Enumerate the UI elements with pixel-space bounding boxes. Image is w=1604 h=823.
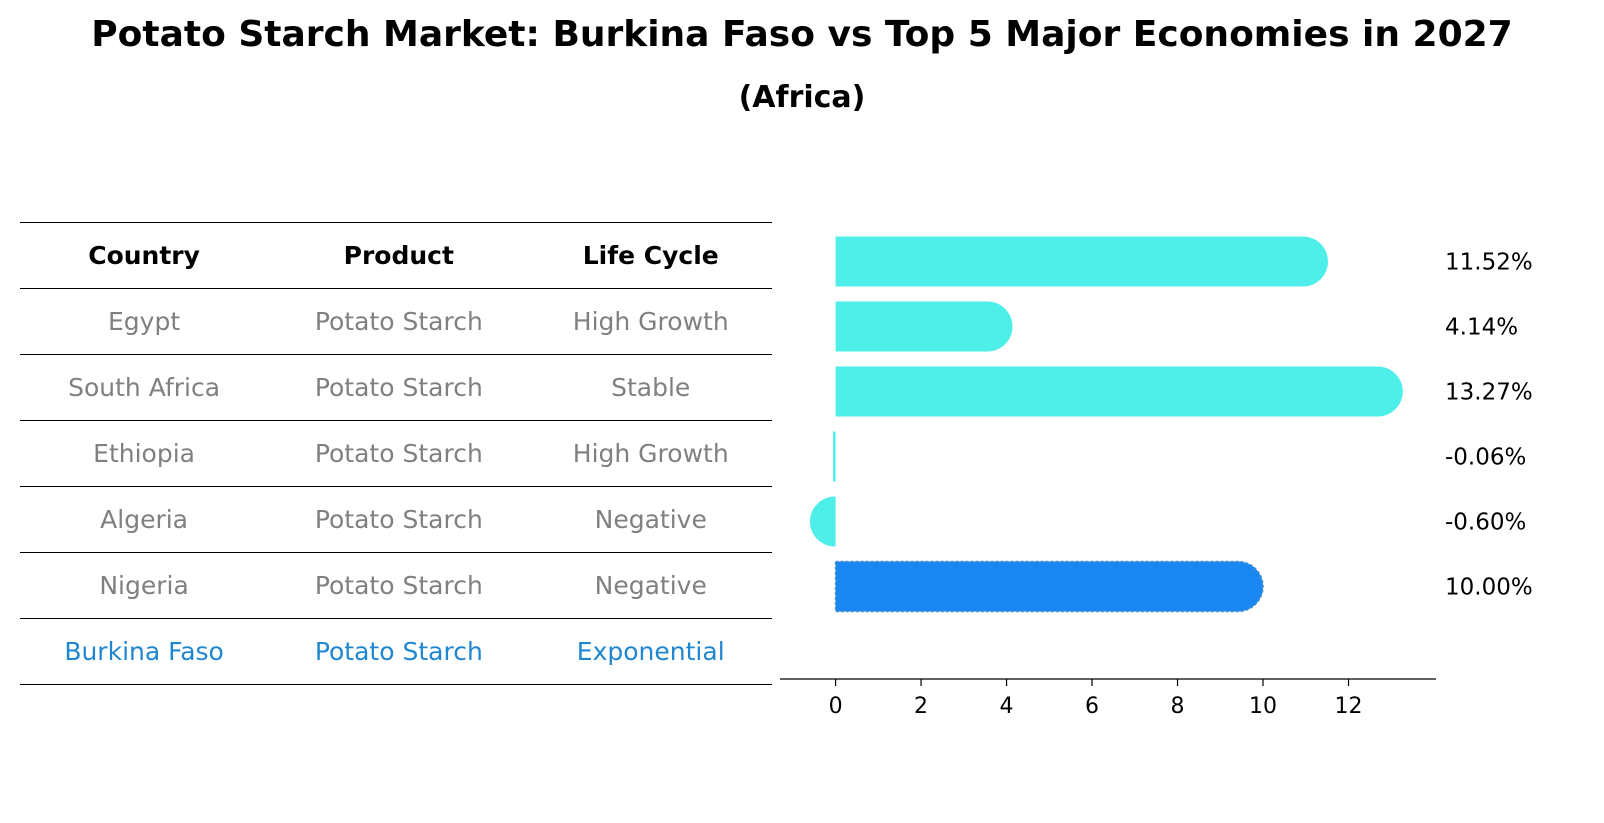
chart-title: Potato Starch Market: Burkina Faso vs To… xyxy=(91,14,1513,55)
cell-country: Egypt xyxy=(20,288,269,355)
table-row-highlighted: Burkina Faso Potato Starch Exponential xyxy=(20,618,772,685)
x-tick-label: 2 xyxy=(914,694,928,719)
cell-country: Algeria xyxy=(20,486,269,553)
cell-life-cycle: Negative xyxy=(529,552,772,619)
x-tick-label: 12 xyxy=(1335,694,1363,719)
header-country: Country xyxy=(20,222,269,289)
bar-chart: 11.52% 4.14% 13.27% -0.06% -0.60% 10.00% 0 2 4 6 8… xyxy=(780,236,1533,719)
chart-subtitle: (Africa) xyxy=(738,80,866,115)
bar xyxy=(809,496,836,547)
table-row: Ethiopia Potato Starch High Growth xyxy=(20,420,772,487)
cell-life-cycle: Stable xyxy=(529,354,772,421)
value-label: -0.60% xyxy=(1445,510,1526,536)
bar-highlighted xyxy=(834,560,1264,613)
header-product: Product xyxy=(268,222,530,289)
x-tick-label: 4 xyxy=(1000,694,1014,719)
bar xyxy=(833,431,836,482)
cell-country: Ethiopia xyxy=(20,420,269,487)
value-label: 10.00% xyxy=(1445,575,1533,601)
x-tick-label: 6 xyxy=(1085,694,1099,719)
bar xyxy=(835,236,1328,287)
x-tick-label: 10 xyxy=(1249,694,1277,719)
cell-product: Potato Starch xyxy=(268,354,530,421)
cell-country: Nigeria xyxy=(20,552,269,619)
cell-product: Potato Starch xyxy=(268,552,530,619)
value-label: 11.52% xyxy=(1445,250,1533,276)
cell-country: Burkina Faso xyxy=(20,618,269,685)
cell-life-cycle: High Growth xyxy=(529,288,772,355)
table-row: Algeria Potato Starch Negative xyxy=(20,486,772,553)
value-label: 13.27% xyxy=(1445,380,1533,406)
table-header-row: Country Product Life Cycle xyxy=(20,222,772,289)
bar xyxy=(835,301,1013,352)
bar xyxy=(835,366,1403,417)
table-row: South Africa Potato Starch Stable xyxy=(20,354,772,421)
table-row: Egypt Potato Starch High Growth xyxy=(20,288,772,355)
cell-life-cycle: High Growth xyxy=(529,420,772,487)
cell-country: South Africa xyxy=(20,354,269,421)
cell-product: Potato Starch xyxy=(268,288,530,355)
market-table: Country Product Life Cycle Egypt Potato … xyxy=(20,222,772,685)
value-label: -0.06% xyxy=(1445,445,1526,471)
value-label: 4.14% xyxy=(1445,315,1518,341)
x-tick-label: 8 xyxy=(1171,694,1185,719)
cell-product: Potato Starch xyxy=(268,618,530,685)
x-tick-label: 0 xyxy=(829,694,843,719)
table-row: Nigeria Potato Starch Negative xyxy=(20,552,772,619)
header-life-cycle: Life Cycle xyxy=(529,222,772,289)
cell-product: Potato Starch xyxy=(268,486,530,553)
cell-life-cycle: Exponential xyxy=(529,618,772,685)
cell-product: Potato Starch xyxy=(268,420,530,487)
cell-life-cycle: Negative xyxy=(529,486,772,553)
